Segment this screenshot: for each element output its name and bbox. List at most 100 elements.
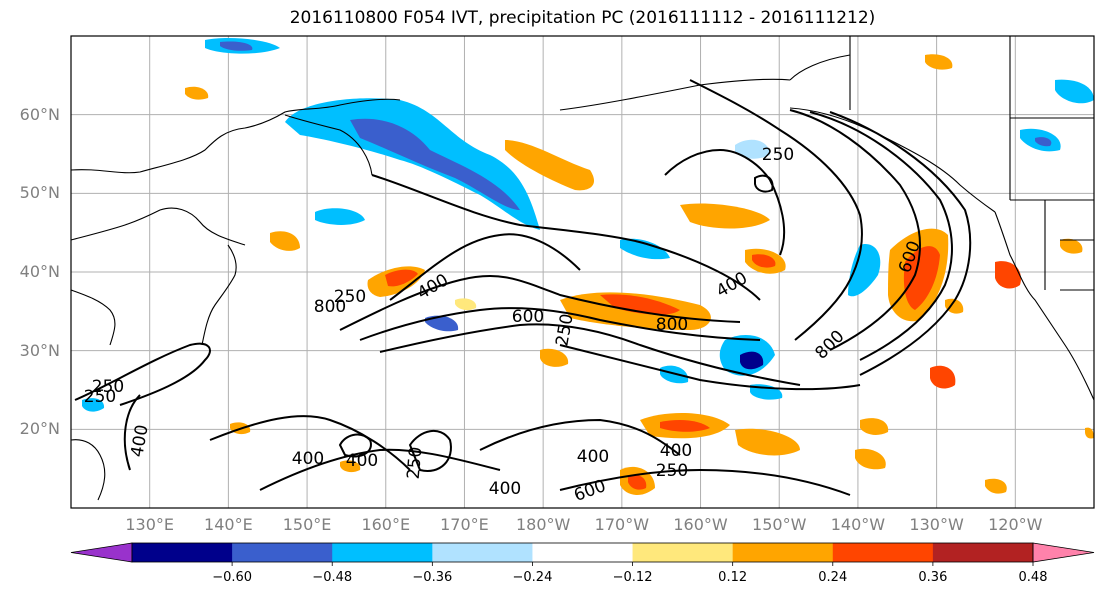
contour-label: 250 bbox=[656, 461, 688, 481]
positive-precip-core bbox=[628, 474, 647, 490]
ivt-contour bbox=[408, 430, 452, 472]
lon-tick-label: 130°W bbox=[909, 515, 964, 534]
positive-precip-region bbox=[925, 54, 953, 70]
negative-precip-region bbox=[620, 238, 670, 260]
positive-precip-region bbox=[680, 203, 770, 229]
ivt-contour bbox=[339, 274, 741, 331]
ivt-contour bbox=[359, 307, 761, 341]
negative-precip-region bbox=[315, 208, 365, 225]
lon-tick-label: 160°W bbox=[673, 515, 728, 534]
ivt-contour bbox=[479, 418, 681, 456]
colorbar-segment bbox=[132, 543, 233, 562]
positive-precip-region bbox=[1085, 427, 1094, 439]
positive-precip-region bbox=[930, 365, 956, 389]
contour-label: 800 bbox=[656, 315, 688, 335]
colorbar-segment bbox=[232, 543, 333, 562]
colorbar-tick-label: 0.36 bbox=[918, 570, 948, 585]
ivt-contour bbox=[809, 111, 953, 361]
colorbar-segment bbox=[732, 543, 834, 562]
positive-precip-region bbox=[860, 418, 889, 435]
colorbar-extend-low bbox=[70, 542, 133, 563]
lon-tick-label: 150°E bbox=[282, 515, 332, 534]
lon-tick-label: 180°W bbox=[515, 515, 571, 534]
contour-label: 250 bbox=[762, 145, 794, 165]
contour-label: 250 bbox=[334, 287, 366, 307]
contour-label: 400 bbox=[489, 479, 521, 499]
ivt-contour bbox=[789, 109, 921, 351]
ivt-contour bbox=[559, 344, 861, 391]
colorbar-segment bbox=[832, 543, 934, 562]
negative-precip-region bbox=[848, 244, 881, 297]
colorbar-tick-label: −0.60 bbox=[212, 570, 253, 585]
colorbar-tick-label: −0.24 bbox=[512, 570, 553, 585]
lon-tick-label: 140°E bbox=[204, 515, 253, 534]
colorbar-segment bbox=[632, 543, 734, 562]
positive-precip-region bbox=[540, 348, 569, 367]
contour-label: 400 bbox=[577, 447, 609, 467]
ivt-contour bbox=[379, 323, 801, 386]
contour-label: 400 bbox=[660, 441, 692, 461]
lat-tick-label: 30°N bbox=[19, 340, 60, 360]
precip-shading bbox=[82, 37, 1094, 496]
positive-precip-region bbox=[270, 231, 300, 251]
positive-precip-region bbox=[985, 478, 1007, 494]
lon-tick-label: 160°E bbox=[361, 515, 411, 534]
colorbar-tick-label: 0.12 bbox=[718, 570, 748, 585]
lon-tick-label: 120°W bbox=[988, 515, 1043, 534]
colorbar-tick-label: −0.12 bbox=[612, 570, 653, 585]
negative-precip-region bbox=[285, 98, 540, 231]
lat-tick-label: 60°N bbox=[19, 104, 60, 124]
contour-label: 400 bbox=[292, 449, 324, 469]
lon-tick-label: 170°W bbox=[594, 515, 650, 534]
ivt-contour bbox=[338, 433, 372, 458]
colorbar-segment bbox=[932, 543, 1034, 562]
ivt-contour bbox=[829, 111, 972, 376]
positive-precip-region bbox=[185, 86, 209, 100]
positive-precip-core bbox=[752, 254, 776, 268]
negative-precip-region bbox=[82, 398, 105, 412]
lat-tick-label: 50°N bbox=[19, 183, 60, 203]
positive-precip-core bbox=[600, 294, 680, 315]
positive-precip-core bbox=[903, 246, 940, 310]
positive-precip-region bbox=[340, 460, 361, 473]
lat-tick-label: 40°N bbox=[19, 262, 60, 281]
positive-precip-region bbox=[1060, 238, 1083, 254]
contour-label: 250 bbox=[84, 387, 116, 407]
ivt-contour bbox=[559, 468, 851, 496]
positive-precip-region bbox=[455, 298, 477, 311]
negative-precip-region bbox=[425, 315, 459, 332]
map-frame bbox=[70, 35, 1095, 509]
ivt-contour bbox=[664, 148, 786, 256]
colorbar-tick-label: 0.24 bbox=[818, 570, 848, 585]
ivt-contour bbox=[123, 394, 141, 471]
positive-precip-region bbox=[735, 428, 800, 456]
colorbar-frame bbox=[131, 542, 1034, 563]
contour-label: 600 bbox=[512, 307, 544, 327]
positive-precip-core bbox=[660, 420, 710, 432]
ivt-contour bbox=[74, 342, 211, 406]
lon-tick-label: 140°W bbox=[830, 515, 886, 534]
colorbar-tick-label: −0.36 bbox=[412, 570, 453, 585]
negative-precip-region bbox=[735, 139, 770, 159]
negative-precip-core bbox=[1035, 137, 1052, 147]
lon-tick-label: 150°W bbox=[752, 515, 807, 534]
contour-label: 250 bbox=[92, 377, 124, 397]
colorbar-tick-label: 0.48 bbox=[1018, 570, 1048, 585]
ivt-contours bbox=[74, 79, 972, 496]
lat-tick-label: 20°N bbox=[19, 419, 60, 439]
ivt-contour bbox=[389, 233, 581, 301]
negative-precip-core bbox=[350, 118, 520, 210]
colorbar-segment bbox=[332, 543, 433, 562]
colorbar-extend-high bbox=[1032, 542, 1095, 563]
ivt-contour bbox=[754, 174, 774, 193]
positive-precip-core bbox=[385, 269, 418, 287]
negative-precip-core bbox=[740, 351, 764, 370]
map-title: 2016110800 F054 IVT, precipitation PC (2… bbox=[289, 8, 876, 28]
lon-tick-label: 130°E bbox=[125, 515, 175, 534]
positive-precip-region bbox=[995, 261, 1021, 289]
colorbar-segment bbox=[432, 543, 533, 562]
positive-precip-region bbox=[855, 448, 886, 470]
ivt-contour bbox=[689, 79, 863, 341]
